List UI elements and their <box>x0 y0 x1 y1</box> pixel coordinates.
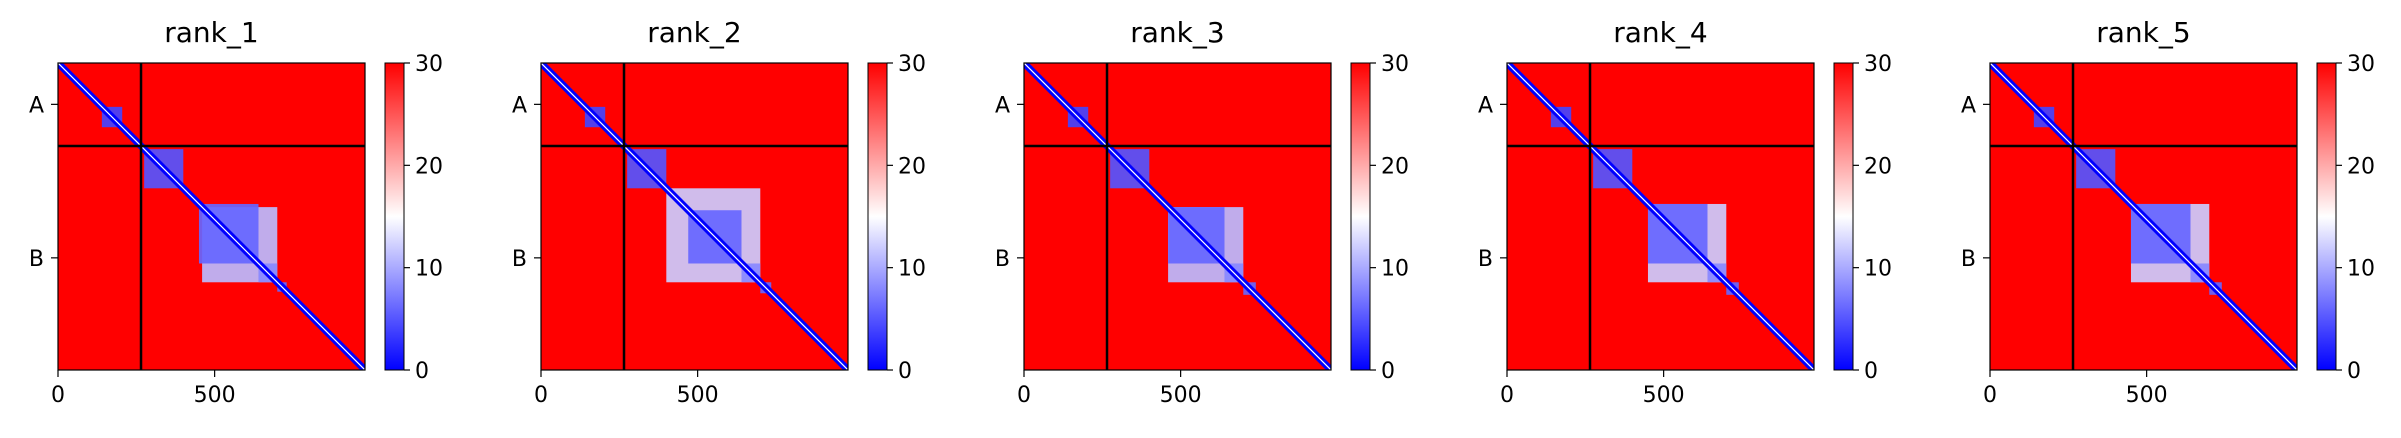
diagonal-core <box>541 63 848 370</box>
colorbar-tick-label: 0 <box>415 359 429 384</box>
axes-frame <box>1023 62 1332 371</box>
diagonal-core <box>58 63 365 370</box>
colorbar-tick-label: 20 <box>1864 154 1892 179</box>
panel-1: rank_1 0 500 A B 0 10 20 30 <box>29 16 443 408</box>
y-chain-label: B <box>995 247 1010 272</box>
panel-title: rank_3 <box>1130 16 1224 49</box>
colorbar-tick-label: 30 <box>1381 52 1409 77</box>
colorbar-tick-label: 10 <box>1864 257 1892 282</box>
colorbar <box>1833 62 1854 371</box>
colorbar-tick-label: 30 <box>898 52 926 77</box>
heatmap-body <box>58 63 365 370</box>
panel-title: rank_4 <box>1613 16 1707 49</box>
heatmap-body <box>1507 63 1814 370</box>
x-tick-label: 500 <box>677 383 719 408</box>
x-tick-label: 500 <box>1643 383 1685 408</box>
y-chain-label: B <box>1478 247 1493 272</box>
colorbar-tick-label: 10 <box>898 257 926 282</box>
colorbar-tick-label: 20 <box>415 154 443 179</box>
colorbar-tick-label: 20 <box>1381 154 1409 179</box>
axes-frame <box>1506 62 1815 371</box>
colorbar-tick-label: 0 <box>1381 359 1395 384</box>
panel-2: rank_2 0 500 A B 0 10 20 30 <box>512 16 926 408</box>
colorbar-tick-label: 10 <box>1381 257 1409 282</box>
x-tick-label: 0 <box>51 383 65 408</box>
colorbar <box>2316 62 2337 371</box>
x-tick-label: 500 <box>2126 383 2168 408</box>
colorbar-tick-label: 0 <box>1864 359 1878 384</box>
colorbar-tick-label: 20 <box>898 154 926 179</box>
colorbar <box>867 62 888 371</box>
axes-frame <box>1989 62 2298 371</box>
panel-title: rank_5 <box>2096 16 2190 49</box>
y-chain-label: B <box>1961 247 1976 272</box>
y-chain-label: A <box>1478 93 1493 118</box>
colorbar <box>1350 62 1371 371</box>
y-chain-label: B <box>512 247 527 272</box>
x-tick-label: 500 <box>194 383 236 408</box>
x-tick-label: 0 <box>1017 383 1031 408</box>
x-tick-label: 500 <box>1160 383 1202 408</box>
colorbar-tick-label: 20 <box>2347 154 2375 179</box>
x-tick-label: 0 <box>1983 383 1997 408</box>
colorbar-tick-label: 0 <box>2347 359 2361 384</box>
y-chain-label: A <box>29 93 44 118</box>
heatmap-body <box>1024 63 1331 370</box>
axes-frame <box>57 62 366 371</box>
panel-title: rank_2 <box>647 16 741 49</box>
y-chain-label: A <box>995 93 1010 118</box>
colorbar-tick-label: 30 <box>415 52 443 77</box>
colorbar-tick-label: 30 <box>1864 52 1892 77</box>
y-chain-label: B <box>29 247 44 272</box>
colorbar-tick-label: 10 <box>415 257 443 282</box>
panel-3: rank_3 0 500 A B 0 10 20 30 <box>995 16 1409 408</box>
diagonal-core <box>1990 63 2297 370</box>
diagonal-core <box>1507 63 1814 370</box>
x-tick-label: 0 <box>1500 383 1514 408</box>
axes-frame <box>540 62 849 371</box>
colorbar-tick-label: 0 <box>898 359 912 384</box>
colorbar-tick-label: 30 <box>2347 52 2375 77</box>
colorbar <box>384 62 405 371</box>
y-chain-label: A <box>512 93 527 118</box>
panel-5: rank_5 0 500 A B 0 10 20 30 <box>1961 16 2375 408</box>
heatmap-body <box>541 63 848 370</box>
colorbar-tick-label: 10 <box>2347 257 2375 282</box>
panel-4: rank_4 0 500 A B 0 10 20 30 <box>1478 16 1892 408</box>
y-chain-label: A <box>1961 93 1976 118</box>
heatmap-body <box>1990 63 2297 370</box>
x-tick-label: 0 <box>534 383 548 408</box>
diagonal-core <box>1024 63 1331 370</box>
panel-title: rank_1 <box>164 16 258 49</box>
